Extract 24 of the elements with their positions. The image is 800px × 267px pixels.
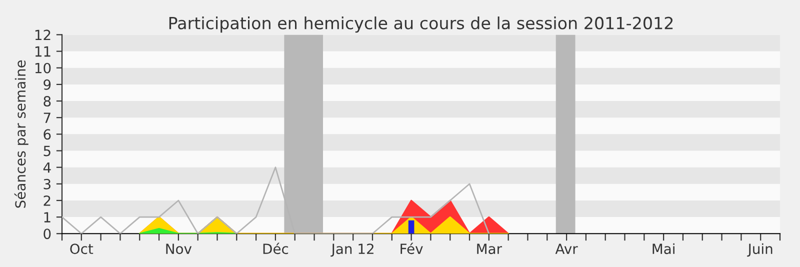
y-tick-label: 5: [44, 146, 50, 156]
y-tick-label: 2: [44, 195, 50, 206]
y-tick-label: 3: [44, 178, 50, 190]
y-tick-label: 11: [35, 46, 50, 57]
x-tick-label: Juin: [747, 243, 772, 257]
x-tick-label: Mai: [652, 243, 674, 254]
y-tick-label: 8: [44, 96, 51, 106]
x-tick-label: Mar: [477, 244, 502, 254]
chart-title: Participation en hemicycle au cours de la session 2011-2012: [169, 16, 673, 33]
y-tick-label: 9: [44, 79, 51, 90]
y-axis-title: Séances par semaine: [14, 60, 28, 208]
y-tick-label: 0: [44, 228, 51, 240]
x-tick-label: Avr: [555, 244, 578, 254]
x-tick-label: Nov: [166, 244, 192, 254]
x-tick-label: Déc: [263, 242, 288, 254]
x-tick-label: Fév: [400, 242, 423, 254]
x-tick-label: Jan 12: [330, 244, 374, 257]
y-tick-label: 7: [44, 112, 50, 123]
y-tick-label: 4: [43, 162, 51, 173]
y-tick-label: 10: [35, 62, 51, 74]
y-tick-label: 12: [35, 30, 50, 40]
y-tick-label: 1: [44, 212, 50, 222]
y-tick-label: 6: [44, 129, 51, 140]
x-tick-label: Oct: [70, 244, 94, 254]
